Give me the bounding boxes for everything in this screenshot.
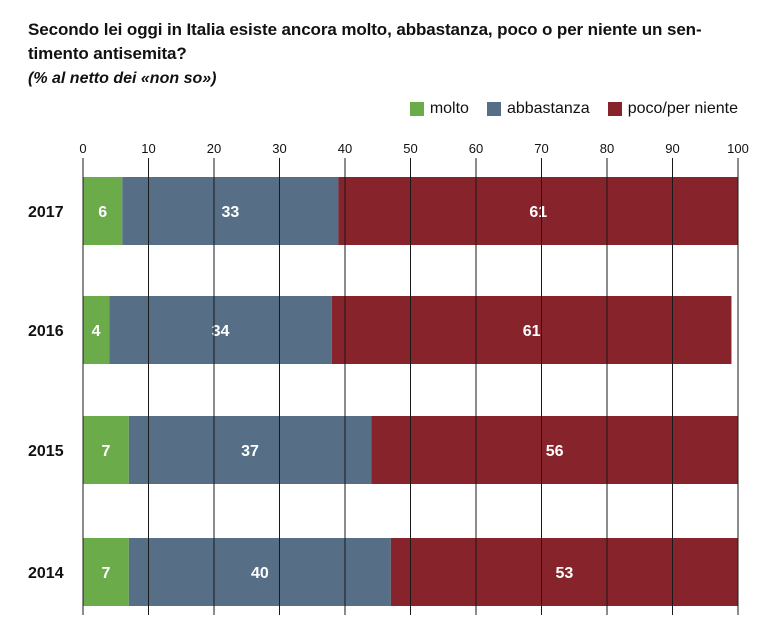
bar-2017-abbastanza [122,177,339,245]
legend-item-poco: poco/per niente [607,100,738,118]
legend-label-molto: molto [429,100,469,117]
chart-title: Secondo lei oggi in Italia esiste ancora… [28,20,702,63]
bar-2015-abbastanza [128,416,372,484]
data-label-2016-abbastanza: 34 [212,323,230,340]
bar-2014-molto [83,538,129,606]
data-label-2016-poco-per-niente: 61 [523,323,541,340]
bar-2017-poco-per-niente [338,177,738,245]
data-label-2017-poco-per-niente: 61 [529,204,547,221]
legend-swatch-abbastanza [486,102,501,116]
data-label-2014-molto: 7 [101,565,110,582]
bar-2016-poco-per-niente [331,296,732,364]
legend: molto abbastanza poco/per niente [392,100,738,118]
data-label-2017-abbastanza: 33 [221,204,239,221]
legend-item-abbastanza: abbastanza [486,100,590,118]
bar-2017-molto [83,177,123,245]
data-label-2017-molto: 6 [98,204,107,221]
legend-label-poco: poco/per niente [627,100,738,117]
legend-item-molto: molto [409,100,469,118]
category-label-2016: 2016 [28,323,64,340]
x-tick-label-70: 70 [534,141,548,156]
data-label-2016-molto: 4 [92,323,101,340]
bar-2016-molto [83,296,110,364]
x-tick-label-50: 50 [403,141,417,156]
x-tick-label-0: 0 [79,141,86,156]
data-label-2015-poco-per-niente: 56 [546,443,564,460]
legend-label-abbastanza: abbastanza [506,100,590,117]
x-tick-label-30: 30 [272,141,286,156]
category-label-2015: 2015 [28,443,64,460]
chart-subtitle: (% al netto dei «non so») [28,70,217,87]
x-tick-label-90: 90 [665,141,679,156]
bar-2014-abbastanza [128,538,391,606]
data-label-2014-poco-per-niente: 53 [556,565,574,582]
x-tick-label-60: 60 [469,141,483,156]
bar-2015-molto [83,416,129,484]
x-tick-label-10: 10 [141,141,155,156]
category-label-2017: 2017 [28,204,64,221]
category-label-2014: 2014 [28,565,64,582]
data-label-2014-abbastanza: 40 [251,565,269,582]
legend-swatch-poco [607,102,622,116]
legend-swatch-molto [409,102,424,116]
x-tick-label-40: 40 [338,141,352,156]
x-tick-label-100: 100 [727,141,749,156]
x-tick-label-80: 80 [600,141,614,156]
data-label-2015-abbastanza: 37 [241,443,259,460]
data-label-2015-molto: 7 [101,443,110,460]
bar-2014-poco-per-niente [390,538,738,606]
x-tick-label-20: 20 [207,141,221,156]
bar-2016-abbastanza [109,296,332,364]
bar-2015-poco-per-niente [371,416,738,484]
